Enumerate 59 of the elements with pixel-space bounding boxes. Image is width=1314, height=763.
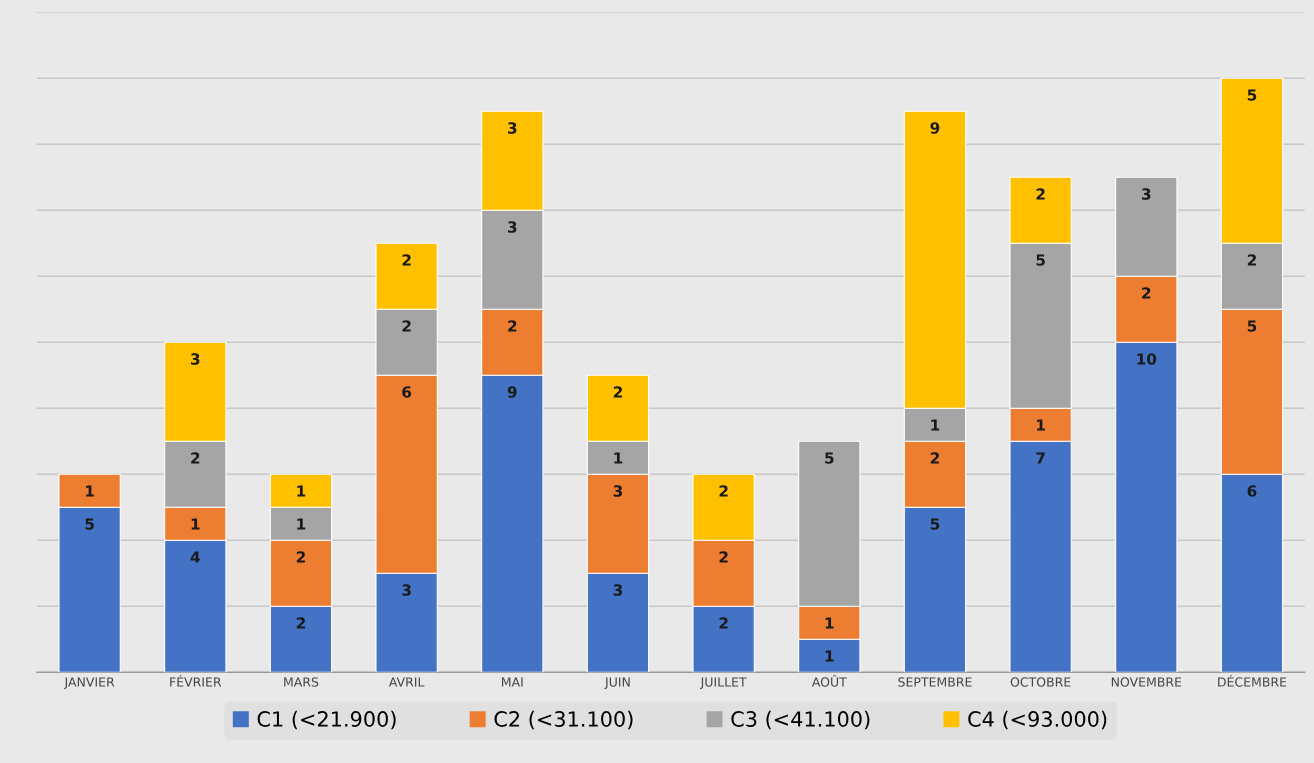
data-label: 2 [402, 320, 411, 332]
data-label: 3 [508, 122, 517, 134]
x-tick-label: NOVEMBRE [1111, 677, 1182, 687]
data-label: 3 [402, 584, 411, 596]
data-label: 2 [719, 551, 728, 563]
data-label: 1 [825, 650, 834, 662]
data-label: 9 [507, 386, 517, 398]
data-label: 1 [297, 518, 306, 530]
data-label: 2 [402, 254, 411, 266]
x-tick-label: AVRIL [388, 677, 425, 687]
data-label: 2 [613, 386, 622, 398]
data-label: 1 [191, 518, 200, 530]
data-label: 2 [719, 617, 728, 629]
x-tick-label: DÉCEMBRE [1218, 675, 1287, 687]
x-tick-label: JUIN [604, 677, 630, 690]
x-tick-label: FÉVRIER [170, 675, 222, 687]
data-label: 2 [296, 551, 305, 563]
data-label: 1 [1037, 419, 1045, 431]
data-label: 3 [613, 584, 623, 596]
data-label: 2 [1036, 188, 1045, 200]
data-label: 2 [1247, 254, 1256, 266]
data-label: 1 [614, 452, 623, 464]
legend-label: C1 (<21.900) [257, 710, 396, 730]
data-label: 1 [297, 485, 306, 497]
x-tick-label: OCTOBRE [1010, 677, 1071, 687]
x-tick-label: SEPTEMBRE [898, 677, 972, 687]
legend-label: C4 (<93.000) [968, 710, 1107, 730]
data-label: 4 [190, 551, 200, 563]
legend-label: C3 (<41.100) [731, 710, 870, 730]
data-label: 6 [1247, 485, 1257, 497]
data-label: 2 [296, 617, 305, 629]
data-label: 3 [508, 221, 517, 233]
data-label: 2 [930, 452, 939, 464]
data-label: 2 [719, 485, 728, 497]
data-label: 5 [85, 518, 94, 530]
x-tick-label: JANVIER [63, 677, 115, 690]
data-label: 2 [1142, 287, 1151, 299]
x-tick-label: MAI [502, 677, 523, 687]
data-label: 2 [508, 320, 517, 332]
data-label: 1 [86, 485, 94, 497]
data-label: 5 [930, 518, 940, 530]
data-label: 7 [1036, 452, 1045, 464]
data-label: 5 [1036, 254, 1045, 266]
legend-label: C2 (<31.100) [494, 710, 633, 730]
data-label: 3 [191, 353, 200, 365]
data-label: 10 [1137, 353, 1157, 365]
data-label: 5 [1247, 89, 1257, 101]
data-label: 6 [402, 386, 412, 398]
x-tick-label: AOÛT [811, 674, 847, 687]
x-tick-label: JUILLET [699, 677, 747, 690]
data-label: 5 [825, 452, 834, 464]
data-label: 1 [931, 419, 940, 431]
data-label: 9 [930, 122, 940, 134]
data-label: 1 [825, 617, 834, 629]
x-tick-label: MARS [284, 677, 319, 687]
data-label: 5 [1247, 320, 1257, 332]
data-label: 3 [613, 485, 623, 497]
data-label: 2 [191, 452, 200, 464]
data-label: 3 [1142, 188, 1151, 200]
